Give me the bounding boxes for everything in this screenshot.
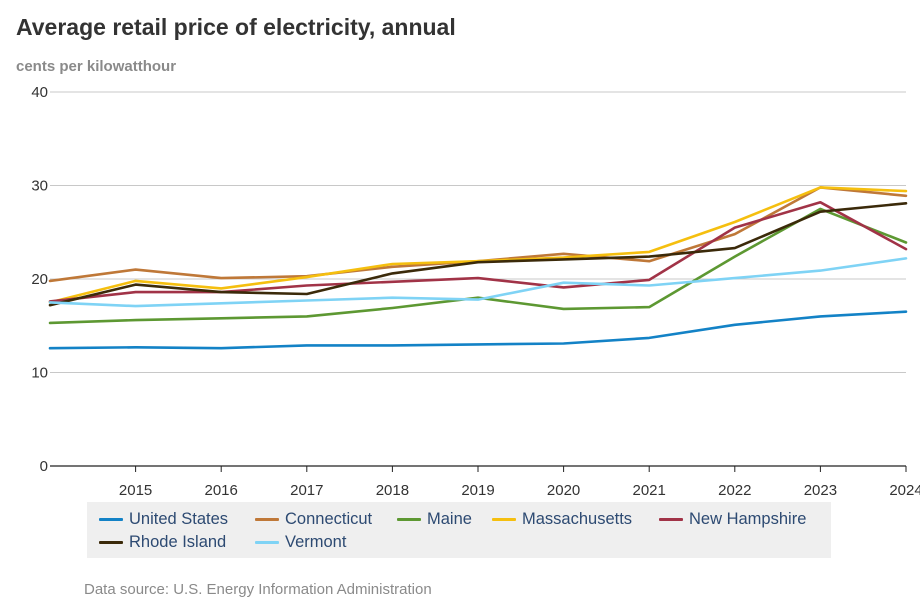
series-line-vermont — [48, 257, 908, 308]
legend-item-rhode-island: Rhode Island — [99, 533, 226, 552]
y-tick-label: 30 — [31, 178, 48, 195]
x-tick-label: 2022 — [718, 482, 751, 499]
legend-item-massachusetts: Massachusetts — [492, 510, 632, 529]
y-tick-label: 0 — [40, 458, 48, 475]
x-tick-label: 2016 — [205, 482, 238, 499]
x-tick-label: 2017 — [290, 482, 323, 499]
series-line-massachusetts — [48, 186, 908, 304]
legend-swatch — [255, 518, 279, 521]
legend-label: Vermont — [285, 533, 347, 551]
legend-swatch — [255, 541, 279, 544]
x-tick-label: 2015 — [119, 482, 152, 499]
axes: 0 10 20 30 40 2015 2016 2017 2018 2019 2020 2021 202… — [31, 84, 920, 499]
x-tick-label: 2023 — [804, 482, 837, 499]
legend-swatch — [99, 541, 123, 544]
data-source-note: Data source: U.S. Energy Information Adm… — [84, 581, 432, 598]
series-line-rhode-island — [48, 202, 908, 307]
series-line-maine — [48, 207, 908, 325]
x-tick-label: 2021 — [633, 482, 666, 499]
x-tick-label: 2020 — [547, 482, 580, 499]
y-tick-label: 10 — [31, 365, 48, 382]
chart-title: Average retail price of electricity, ann… — [16, 14, 456, 40]
legend-item-vermont: Vermont — [255, 533, 346, 552]
legend-swatch — [397, 518, 421, 521]
chart-subtitle: cents per kilowatthour — [16, 58, 177, 75]
series-lines — [48, 186, 908, 350]
legend-swatch — [659, 518, 683, 521]
legend-item-maine: Maine — [397, 510, 472, 529]
x-tick-label: 2024 — [889, 482, 920, 499]
legend-label: Rhode Island — [129, 533, 227, 551]
legend-item-connecticut: Connecticut — [255, 510, 372, 529]
series-line-new-hampshire — [48, 201, 908, 303]
y-tick-label: 40 — [31, 84, 48, 101]
x-tick-label: 2019 — [461, 482, 494, 499]
legend-label: New Hampshire — [689, 510, 807, 528]
legend-item-united-states: United States — [99, 510, 228, 529]
x-tick-label: 2018 — [376, 482, 409, 499]
legend-label: Maine — [427, 510, 472, 528]
legend-item-new-hampshire: New Hampshire — [659, 510, 806, 529]
legend-swatch — [99, 518, 123, 521]
y-tick-label: 20 — [31, 271, 48, 288]
chart-legend: United States Connecticut Maine Massachuset… — [87, 502, 831, 558]
legend-swatch — [492, 518, 516, 521]
legend-label: Massachusetts — [522, 510, 633, 528]
legend-label: United States — [129, 510, 229, 528]
legend-label: Connecticut — [285, 510, 373, 528]
series-line-united-states — [48, 310, 908, 350]
